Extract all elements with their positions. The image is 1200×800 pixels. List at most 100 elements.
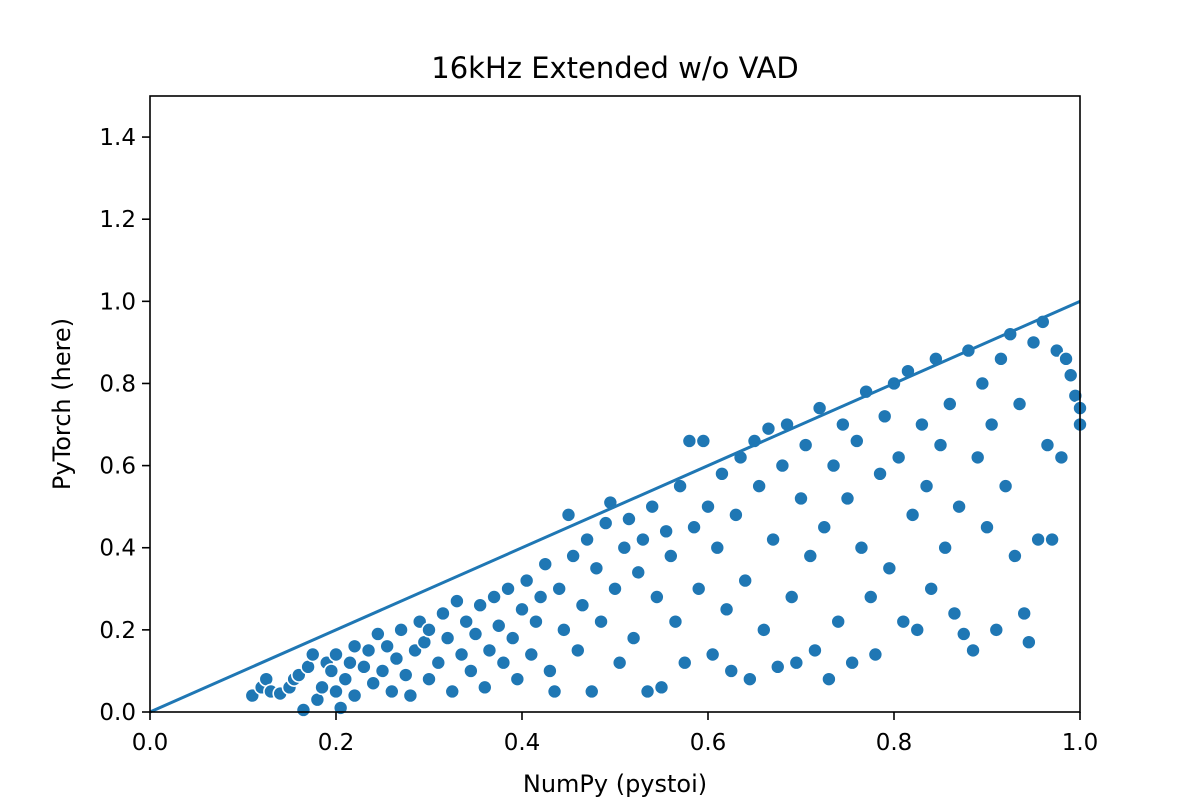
scatter-point-78 — [616, 539, 633, 556]
scatter-point-144 — [923, 580, 940, 597]
scatter-point-66 — [560, 507, 577, 523]
scatter-point-149 — [946, 605, 963, 622]
scatter-point-91 — [676, 654, 693, 671]
scatter-point-122 — [821, 671, 837, 687]
x-tick-label-0: 0.0 — [132, 730, 169, 756]
scatter-point-148 — [941, 396, 958, 412]
scatter-point-65 — [556, 622, 572, 638]
scatter-point-16 — [328, 646, 344, 663]
scatter-point-53 — [500, 580, 516, 597]
scatter-point-129 — [853, 539, 870, 556]
scatter-point-98 — [709, 539, 726, 556]
scatter-point-28 — [383, 683, 400, 700]
scatter-point-48 — [476, 679, 493, 696]
scatter-point-81 — [630, 564, 647, 581]
scatter-point-69 — [574, 597, 591, 614]
scatter-point-92 — [681, 433, 698, 449]
scatter-point-158 — [988, 622, 1005, 638]
scatter-point-83 — [639, 683, 656, 700]
x-tick-label-2: 0.4 — [504, 730, 541, 756]
scatter-point-71 — [583, 683, 600, 700]
scatter-point-72 — [588, 560, 605, 577]
scatter-point-146 — [932, 437, 949, 453]
scatter-point-174 — [1062, 367, 1079, 384]
y-axis-ticks: 0.0 0.2 0.4 0.6 0.8 1.0 1.2 1.4 — [99, 125, 150, 726]
scatter-point-41 — [444, 683, 461, 700]
axes-frame — [149, 95, 1081, 713]
scatter-point-132 — [867, 646, 884, 663]
scatter-point-70 — [579, 531, 595, 548]
scatter-point-50 — [486, 589, 502, 605]
scatter-point-165 — [1021, 634, 1037, 650]
scatter-point-51 — [490, 617, 507, 634]
scatter-point-76 — [607, 580, 623, 597]
scatter-point-79 — [621, 511, 637, 527]
scatter-point-94 — [690, 580, 707, 597]
scatter-point-61 — [537, 556, 554, 572]
scatter-point-131 — [862, 589, 879, 605]
scatter-point-38 — [430, 654, 447, 671]
scatter-point-62 — [542, 663, 558, 679]
scatter-point-43 — [453, 646, 470, 663]
scatter-point-73 — [593, 613, 609, 630]
scatter-point-155 — [974, 375, 991, 392]
scatter-point-118 — [802, 548, 819, 564]
scatter-point-167 — [1030, 531, 1046, 548]
scatter-point-108 — [755, 622, 772, 638]
reference-line — [149, 299, 1081, 714]
scatter-point-14 — [323, 663, 340, 679]
scatter-point-85 — [649, 589, 665, 605]
scatter-point-74 — [597, 515, 614, 531]
scatter-point-173 — [1058, 351, 1074, 367]
scatter-point-89 — [667, 613, 684, 630]
scatter-point-59 — [528, 613, 544, 630]
scatter-point-134 — [876, 408, 893, 425]
scatter-point-88 — [662, 548, 679, 564]
scatter-point-49 — [481, 642, 498, 659]
scatter-point-138 — [895, 613, 912, 630]
scatter-point-36 — [421, 622, 437, 638]
scatter-point-57 — [518, 572, 535, 589]
x-tick-label-1: 0.2 — [318, 730, 355, 756]
scatter-point-32 — [402, 687, 419, 704]
scatter-point-39 — [435, 605, 451, 622]
scatter-point-44 — [458, 613, 475, 630]
scatter-point-156 — [979, 519, 995, 536]
y-tick-label-1: 0.2 — [99, 618, 136, 644]
scatter-point-67 — [565, 548, 581, 564]
x-tick-label-4: 0.8 — [876, 730, 913, 756]
scatter-point-121 — [816, 519, 833, 536]
scatter-point-54 — [504, 630, 521, 646]
scatter-point-123 — [825, 457, 842, 474]
scatter-point-162 — [1007, 548, 1023, 564]
scatter-point-47 — [472, 597, 488, 614]
scatter-point-31 — [397, 667, 414, 683]
scatter-point-45 — [463, 663, 479, 679]
scatter-point-127 — [844, 654, 860, 671]
scatter-point-143 — [918, 478, 935, 494]
scatter-point-60 — [532, 589, 549, 605]
scatter-point-27 — [379, 638, 395, 655]
scatter-point-30 — [393, 622, 409, 638]
scatter-point-101 — [723, 663, 740, 679]
scatter-point-126 — [839, 490, 856, 507]
scatter-point-159 — [993, 351, 1009, 367]
x-tick-label-5: 1.0 — [1062, 730, 1099, 756]
x-axis-label: NumPy (pystoi) — [523, 770, 707, 798]
scatter-point-10 — [304, 646, 321, 663]
scatter-point-99 — [714, 466, 730, 482]
scatter-point-170 — [1044, 531, 1060, 548]
scatter-point-93 — [686, 519, 702, 536]
scatter-point-110 — [765, 531, 781, 548]
scatter-point-22 — [356, 659, 372, 675]
chart-title: 16kHz Extended w/o VAD — [431, 51, 799, 85]
scatter-point-46 — [467, 626, 484, 642]
scatter-point-140 — [904, 507, 921, 523]
scatter-point-104 — [737, 572, 754, 589]
scatter-point-25 — [370, 626, 386, 642]
scatter-point-117 — [797, 437, 814, 453]
scatter-point-151 — [955, 626, 972, 642]
scatter-point-111 — [769, 659, 786, 675]
